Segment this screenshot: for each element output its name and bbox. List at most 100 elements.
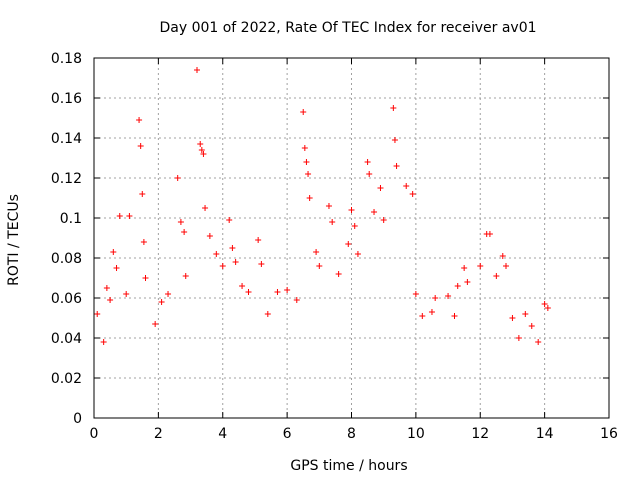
data-point [136, 117, 143, 123]
data-point [194, 67, 200, 73]
data-point [140, 239, 147, 245]
data-point [428, 309, 435, 315]
y-tick-label: 0.14 [51, 131, 82, 147]
data-point [239, 283, 246, 289]
data-point [351, 223, 358, 229]
data-point [528, 323, 535, 329]
data-point [110, 249, 117, 255]
data-point [139, 191, 146, 197]
data-point [182, 273, 189, 279]
data-point [419, 313, 426, 319]
y-tick-label: 0 [73, 411, 82, 427]
data-point [515, 335, 522, 341]
data-point [100, 339, 107, 345]
data-point [219, 263, 226, 269]
data-point [255, 237, 262, 243]
data-point [303, 159, 310, 165]
data-point [177, 219, 184, 225]
data-point [493, 273, 500, 279]
axis-ticks: 0 2 4 6 8 10 12 14 16 0 0.02 0.04 0.06 0.08 0.1 0.12 0.1… [51, 51, 618, 442]
x-tick-label: 4 [218, 426, 227, 442]
x-tick-label: 14 [536, 426, 554, 442]
data-point [293, 297, 300, 303]
data-point [432, 295, 439, 301]
y-tick-label: 0.1 [60, 211, 82, 227]
data-point [390, 105, 397, 111]
data-point [264, 311, 271, 317]
data-point [454, 283, 461, 289]
data-point [152, 321, 159, 327]
data-point [364, 159, 371, 165]
data-point [305, 171, 312, 177]
data-point [113, 265, 120, 271]
data-point [380, 217, 387, 223]
data-point [486, 231, 493, 237]
x-tick-label: 6 [283, 426, 292, 442]
data-point [354, 251, 361, 257]
data-point [103, 285, 110, 291]
chart-title: Day 001 of 2022, Rate Of TEC Index for r… [159, 20, 536, 36]
data-point [202, 205, 209, 211]
x-tick-label: 8 [347, 426, 356, 442]
data-point [348, 207, 355, 213]
data-point [535, 339, 542, 345]
data-point [94, 311, 101, 317]
data-point [461, 265, 468, 271]
data-point [229, 245, 236, 251]
data-point [300, 109, 307, 115]
data-point [181, 229, 188, 235]
grid-lines [94, 58, 609, 418]
data-point [403, 183, 410, 189]
data-point [306, 195, 313, 201]
data-point [477, 263, 484, 269]
data-point [451, 313, 458, 319]
x-tick-label: 10 [407, 426, 425, 442]
data-point [126, 213, 133, 219]
data-point [137, 143, 144, 149]
data-point [335, 271, 342, 277]
data-point [313, 249, 320, 255]
data-point [107, 297, 114, 303]
data-point [371, 209, 378, 215]
y-tick-label: 0.16 [51, 91, 82, 107]
data-point [116, 213, 123, 219]
data-points [94, 67, 551, 345]
data-point [284, 287, 291, 293]
y-tick-label: 0.12 [51, 171, 82, 187]
data-point [226, 217, 233, 223]
y-tick-label: 0.04 [51, 331, 82, 347]
data-point [316, 263, 323, 269]
data-point [274, 289, 281, 295]
data-point [499, 253, 506, 259]
data-point [123, 291, 130, 297]
data-point [206, 233, 213, 239]
data-point [544, 305, 551, 311]
data-point [197, 141, 204, 147]
data-point [245, 289, 252, 295]
data-point [213, 251, 220, 257]
y-tick-label: 0.18 [51, 51, 82, 67]
data-point [409, 191, 416, 197]
data-point [509, 315, 516, 321]
y-tick-label: 0.08 [51, 251, 82, 267]
data-point [377, 185, 384, 191]
x-axis-label: GPS time / hours [290, 458, 407, 474]
y-axis-label: ROTI / TECUs [6, 194, 22, 286]
data-point [325, 203, 332, 209]
data-point [198, 147, 205, 153]
data-point [412, 291, 419, 297]
data-point [522, 311, 529, 317]
data-point [391, 137, 398, 143]
data-point [541, 301, 548, 307]
data-point [445, 293, 452, 299]
data-point [366, 171, 373, 177]
y-tick-label: 0.02 [51, 371, 82, 387]
data-point [200, 151, 207, 157]
data-point [345, 241, 352, 247]
y-tick-label: 0.06 [51, 291, 82, 307]
x-tick-label: 2 [154, 426, 163, 442]
data-point [174, 175, 181, 181]
data-point [503, 263, 509, 269]
x-tick-label: 12 [471, 426, 489, 442]
